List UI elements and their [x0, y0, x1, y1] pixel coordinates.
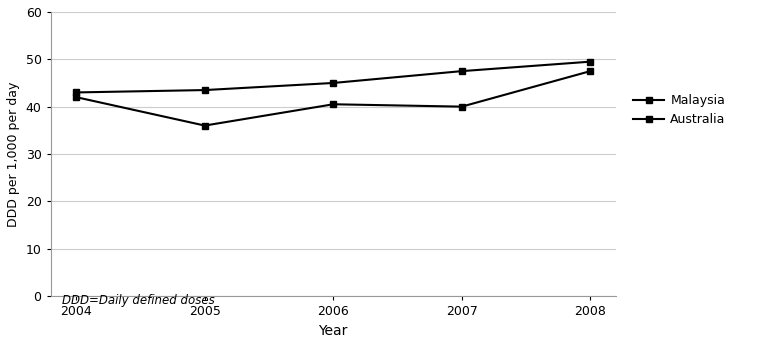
- Y-axis label: DDD per 1,000 per day: DDD per 1,000 per day: [7, 81, 20, 227]
- Malaysia: [329, 102, 338, 106]
- Australia: [329, 81, 338, 85]
- Line: Australia: Australia: [72, 58, 594, 96]
- Australia: [72, 90, 81, 95]
- Malaysia: [72, 95, 81, 99]
- Malaysia: [200, 123, 209, 128]
- Australia: [200, 88, 209, 92]
- Text: DDD=Daily defined doses: DDD=Daily defined doses: [62, 294, 215, 307]
- Legend: Malaysia, Australia: Malaysia, Australia: [628, 89, 731, 131]
- Malaysia: [586, 69, 595, 73]
- Australia: [586, 60, 595, 64]
- Malaysia: [457, 104, 467, 109]
- Australia: [457, 69, 467, 73]
- X-axis label: Year: Year: [319, 323, 348, 338]
- Line: Malaysia: Malaysia: [72, 68, 594, 129]
